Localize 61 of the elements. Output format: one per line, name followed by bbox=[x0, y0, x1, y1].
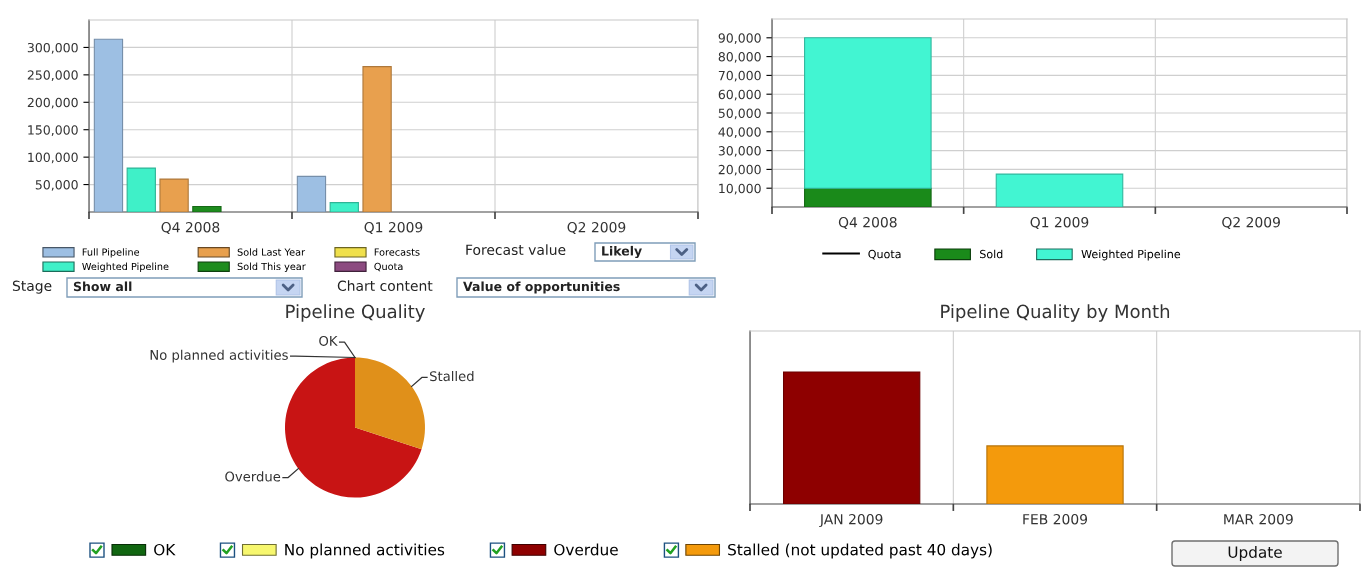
pie-slice bbox=[355, 357, 425, 450]
legend-label: No planned activities bbox=[285, 543, 445, 559]
chart-title: Pipeline Quality by Month bbox=[941, 304, 1170, 322]
legend-label: OK bbox=[319, 335, 338, 346]
legend-label: Full Pipeline bbox=[82, 248, 140, 258]
x-tick-label: Q1 2009 bbox=[1030, 216, 1089, 230]
legend-label: No planned activities bbox=[150, 349, 288, 363]
legend-label: Sold Last Year bbox=[237, 248, 306, 256]
bar bbox=[804, 187, 932, 207]
legend-label: Overdue bbox=[554, 543, 618, 556]
y-tick-label: 250,000 bbox=[27, 70, 78, 82]
chart-title: Pipeline Quality bbox=[286, 304, 425, 322]
y-tick-label: 60,000 bbox=[718, 89, 761, 101]
y-tick-label: 70,000 bbox=[718, 70, 761, 82]
legend-label: Weighted Pipeline bbox=[82, 262, 169, 272]
legend-label: Weighted Pipeline bbox=[1081, 249, 1181, 261]
legend-label: Forecasts bbox=[374, 248, 420, 256]
text: Value of opportunities bbox=[463, 281, 620, 294]
bar bbox=[995, 173, 1124, 207]
y-tick-label: 30,000 bbox=[718, 146, 761, 157]
y-tick-label: 90,000 bbox=[718, 33, 761, 44]
bar bbox=[192, 205, 222, 212]
slice-label: Stalled bbox=[430, 370, 474, 382]
legend-label: OK bbox=[154, 543, 176, 556]
text: Chart content bbox=[337, 280, 433, 292]
x-tick-label: MAR 2009 bbox=[1224, 513, 1293, 525]
x-tick-label: Q2 2009 bbox=[567, 221, 626, 235]
bar bbox=[362, 66, 392, 212]
y-tick-label: 100,000 bbox=[28, 152, 78, 164]
x-tick-label: Q2 2009 bbox=[1222, 216, 1280, 230]
text: Stage bbox=[12, 280, 52, 294]
bar bbox=[329, 202, 359, 212]
text: Likely bbox=[602, 245, 642, 259]
slice-label: Overdue bbox=[225, 471, 281, 482]
bar bbox=[296, 175, 327, 212]
y-tick-label: 50,000 bbox=[35, 180, 78, 191]
x-tick-label: Q4 2008 bbox=[838, 216, 897, 230]
bar bbox=[804, 37, 932, 189]
y-tick-label: 10,000 bbox=[719, 183, 761, 195]
legend-label: Sold bbox=[980, 249, 1003, 259]
y-tick-label: 150,000 bbox=[28, 125, 78, 136]
text: Update bbox=[1228, 546, 1282, 561]
text: Show all bbox=[73, 281, 132, 292]
y-tick-label: 20,000 bbox=[718, 164, 761, 176]
text: Forecast value bbox=[466, 244, 566, 256]
legend-label: Quota bbox=[868, 249, 901, 260]
y-tick-label: 300,000 bbox=[27, 42, 78, 54]
x-tick-label: Q4 2008 bbox=[161, 221, 220, 235]
bar bbox=[126, 167, 156, 212]
y-tick-label: 40,000 bbox=[718, 127, 761, 138]
x-tick-label: JAN 2009 bbox=[819, 513, 883, 528]
legend-label: Quota bbox=[374, 262, 403, 272]
bar bbox=[159, 178, 189, 212]
x-tick-label: FEB 2009 bbox=[1023, 513, 1088, 525]
legend-label: Stalled (not updated past 40 days) bbox=[728, 543, 992, 559]
y-tick-label: 200,000 bbox=[27, 97, 78, 109]
y-tick-label: 80,000 bbox=[718, 52, 761, 63]
x-tick-label: Q1 2009 bbox=[364, 221, 423, 235]
bar bbox=[93, 38, 124, 212]
y-tick-label: 50,000 bbox=[718, 108, 761, 120]
legend-label: Sold This year bbox=[237, 262, 306, 272]
